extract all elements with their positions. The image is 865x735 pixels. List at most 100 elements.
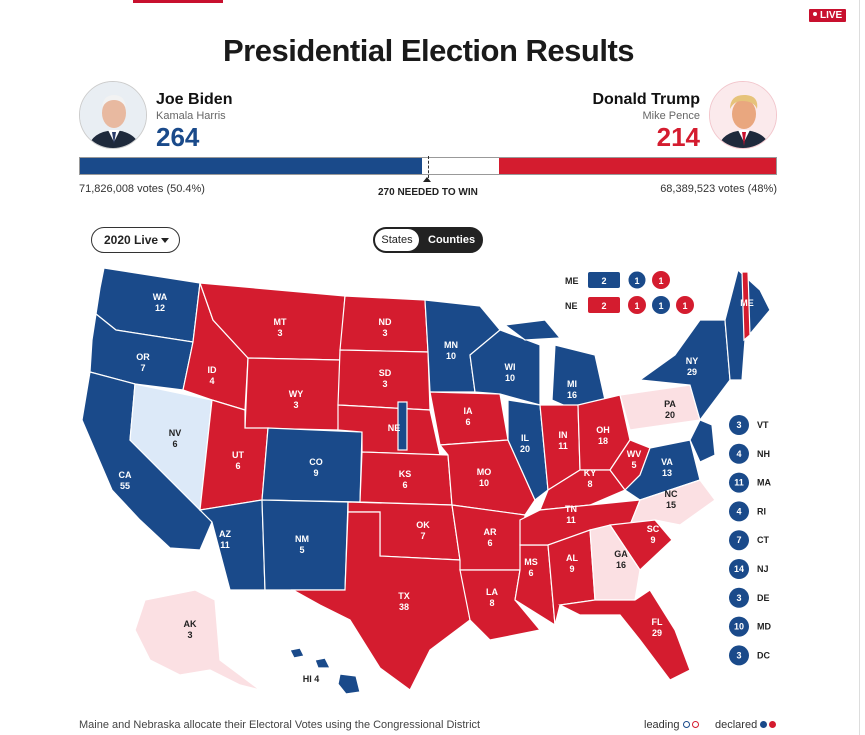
year-select-value: 2020 Live — [104, 233, 159, 247]
small-states-list: 3 VT 4 NH 11 MA 4 RI 7 CT 14 NJ 3 DE 10 MD 3 DC — [729, 415, 771, 666]
state-ev-ms: 6 — [528, 568, 533, 578]
state-label-wy: WY — [289, 389, 304, 399]
state-label-pa: PA — [664, 399, 676, 409]
declared-swatch-icon — [760, 721, 768, 728]
small-state-ev-dc: 3 — [736, 650, 741, 660]
state-nm[interactable] — [261, 499, 349, 591]
state-label-wi: WI — [505, 362, 516, 372]
ne-district-3 — [676, 296, 694, 314]
me-district-2 — [652, 271, 670, 289]
state-ev-ga: 16 — [616, 560, 626, 570]
dem-candidate-name: Joe Biden — [156, 91, 233, 108]
state-ev-nd: 3 — [382, 328, 387, 338]
state-ev-wv: 5 — [631, 460, 636, 470]
state-label-mi: MI — [567, 379, 577, 389]
state-label-la: LA — [486, 587, 498, 597]
small-state-abbr-nh: NH — [757, 449, 770, 459]
state-label-co: CO — [309, 457, 323, 467]
legend-declared-label: declared — [715, 719, 758, 731]
state-ev-wa: 12 — [155, 303, 165, 313]
win-threshold-marker — [428, 156, 429, 178]
state-ev-or: 7 — [140, 363, 145, 373]
toggle-counties[interactable]: Counties — [428, 234, 476, 246]
legend-leading: leading — [644, 719, 699, 731]
small-state-abbr-md: MD — [757, 622, 771, 632]
split-allocation-note: Maine and Nebraska allocate their Electo… — [79, 719, 481, 731]
me-district-2-votes: 1 — [658, 276, 663, 286]
toggle-states[interactable]: States — [375, 229, 419, 251]
leading-swatch-icon — [682, 721, 690, 728]
state-label-fl: FL — [652, 617, 663, 627]
small-state-abbr-vt: VT — [757, 420, 769, 430]
state-ev-pa: 20 — [665, 410, 675, 420]
state-ev-ca: 55 — [120, 481, 130, 491]
state-pa[interactable] — [619, 384, 701, 431]
view-toggle: States Counties — [373, 227, 483, 253]
state-label-ak: AK — [184, 619, 197, 629]
state-label-tx: TX — [398, 591, 410, 601]
ne-district-3-votes: 1 — [682, 301, 687, 311]
state-label-oh: OH — [596, 425, 610, 435]
small-state-ma[interactable] — [729, 472, 749, 493]
state-ne-district-2[interactable] — [397, 401, 408, 451]
small-state-vt[interactable] — [729, 415, 749, 435]
state-ev-in: 11 — [558, 441, 568, 451]
small-state-ev-ma: 11 — [734, 478, 744, 488]
state-hi[interactable] — [289, 647, 361, 695]
state-label-ks: KS — [399, 469, 412, 479]
threshold-arrow-icon — [423, 177, 431, 182]
ne-district-1-votes: 1 — [634, 301, 639, 311]
small-state-ev-nj: 14 — [734, 564, 744, 574]
state-ev-ny: 29 — [687, 367, 697, 377]
state-label-ky: KY — [584, 468, 597, 478]
small-state-ct[interactable] — [729, 530, 749, 551]
biden-avatar — [79, 81, 147, 149]
state-fl[interactable] — [558, 589, 691, 681]
live-dot-icon — [813, 12, 817, 16]
small-state-nh[interactable] — [729, 443, 749, 464]
state-me-district-2[interactable] — [741, 271, 751, 342]
state-ak[interactable] — [134, 589, 261, 691]
state-label-mn: MN — [444, 340, 458, 350]
state-label-il: IL — [521, 433, 530, 443]
state-il[interactable] — [507, 399, 549, 501]
small-state-md[interactable] — [729, 616, 749, 637]
state-label-wv: WV — [627, 449, 642, 459]
state-label-al: AL — [566, 553, 578, 563]
dem-bar-fill — [80, 158, 422, 174]
state-ev-nm: 5 — [299, 545, 304, 555]
rep-running-mate: Mike Pence — [642, 110, 700, 122]
state-ev-az: 11 — [220, 540, 230, 550]
state-label-mt: MT — [274, 317, 287, 327]
state-ev-ia: 6 — [465, 417, 470, 427]
small-state-de[interactable] — [729, 587, 749, 608]
small-state-dc[interactable] — [729, 645, 749, 666]
me-split-label: ME — [565, 276, 579, 286]
small-state-ev-ct: 7 — [736, 535, 741, 545]
year-select[interactable]: 2020 Live — [91, 227, 180, 253]
state-label-tn: TN — [565, 504, 577, 514]
small-state-ev-vt: 3 — [736, 420, 741, 430]
state-ev-fl: 29 — [652, 628, 662, 638]
dem-electoral-votes: 264 — [156, 122, 200, 152]
me-statewide-votes: 2 — [601, 276, 606, 286]
small-state-ri[interactable] — [729, 501, 749, 522]
state-ev-id: 4 — [209, 376, 214, 386]
state-az[interactable] — [198, 499, 266, 591]
state-label-nd: ND — [379, 317, 392, 327]
state-label-va: VA — [661, 457, 673, 467]
state-ev-ok: 7 — [420, 531, 425, 541]
state-label-ga: GA — [614, 549, 628, 559]
page-edge-divider — [859, 0, 860, 735]
state-ev-ar: 6 — [487, 538, 492, 548]
state-label-ia: IA — [464, 406, 474, 416]
state-mid-atlantic[interactable] — [689, 419, 716, 463]
state-or[interactable] — [89, 312, 194, 391]
state-ev-tx: 38 — [399, 602, 409, 612]
me-split-row: ME 2 1 1 — [565, 270, 670, 290]
state-ga[interactable] — [589, 524, 641, 601]
small-state-nj[interactable] — [729, 559, 749, 579]
live-badge-label: LIVE — [820, 10, 843, 21]
small-state-ev-md: 10 — [734, 622, 744, 632]
ne-district-2 — [652, 296, 670, 314]
